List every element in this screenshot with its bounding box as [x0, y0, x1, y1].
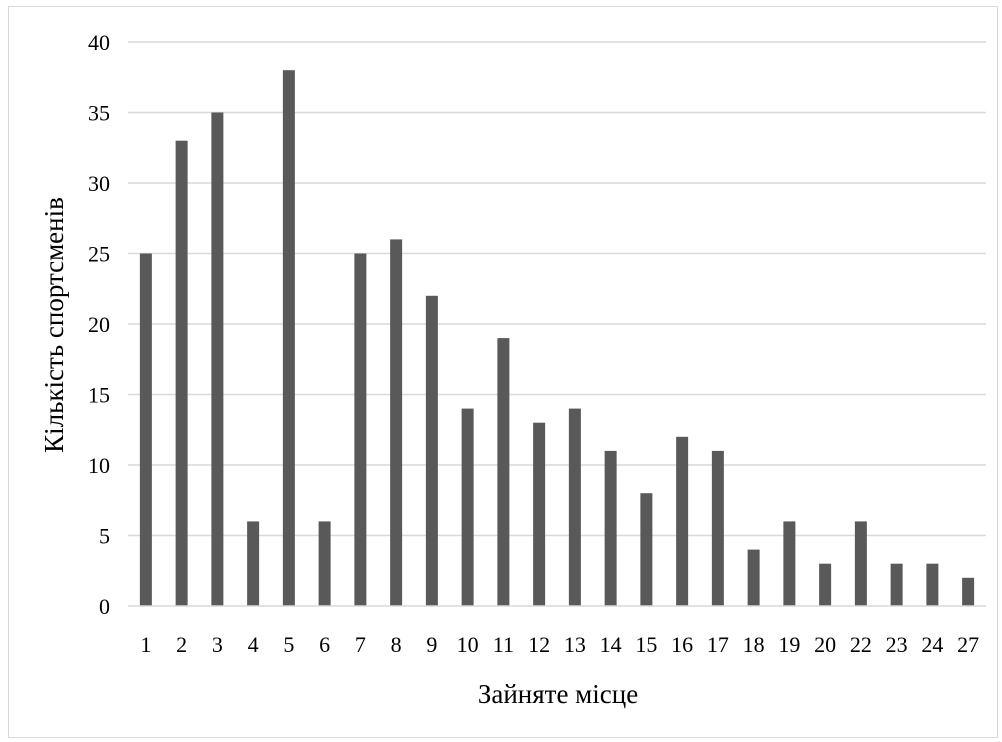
x-tick-label: 17	[707, 632, 729, 657]
x-tick-label: 6	[319, 632, 330, 657]
bar	[568, 408, 581, 606]
x-tick-label: 13	[564, 632, 586, 657]
y-tick-label: 20	[88, 312, 110, 337]
x-tick-label: 16	[671, 632, 693, 657]
x-tick-label: 18	[743, 632, 765, 657]
bar	[676, 436, 689, 606]
x-tick-label: 8	[391, 632, 402, 657]
bar	[747, 549, 760, 606]
bar	[425, 295, 438, 606]
bar	[890, 563, 903, 606]
bar	[461, 408, 474, 606]
bar	[354, 253, 367, 606]
x-tick-label: 15	[635, 632, 657, 657]
x-tick-label: 1	[140, 632, 151, 657]
bar	[139, 253, 152, 606]
x-axis-title: Зайняте місце	[478, 679, 638, 709]
x-tick-label: 14	[600, 632, 622, 657]
x-tick-label: 3	[212, 632, 223, 657]
gridlines	[128, 41, 986, 537]
y-tick-label: 10	[88, 453, 110, 478]
bar	[497, 338, 510, 606]
x-tick-label: 19	[778, 632, 800, 657]
x-tick-label: 24	[921, 632, 943, 657]
x-tick-labels: 1 2 3 4 5 6 7 8 9 10 11 12 13 14 15 16 17 18 19 20 22 23 24 27	[140, 632, 979, 657]
bar	[962, 577, 975, 606]
x-tick-label: 22	[850, 632, 872, 657]
x-tick-label: 27	[957, 632, 979, 657]
y-tick-label: 5	[99, 524, 110, 549]
bar	[854, 521, 867, 606]
bar	[640, 493, 653, 606]
x-tick-label: 4	[248, 632, 259, 657]
y-tick-label: 15	[88, 383, 110, 408]
x-tick-label: 7	[355, 632, 366, 657]
x-tick-label: 11	[493, 632, 514, 657]
y-axis-title: Кількість спортсменів	[39, 197, 69, 453]
bar	[783, 521, 796, 606]
bar	[711, 450, 724, 606]
bar	[247, 521, 260, 606]
bar	[390, 239, 403, 606]
bar	[175, 140, 188, 606]
y-tick-label: 35	[88, 101, 110, 126]
bar	[211, 112, 224, 606]
x-tick-label: 23	[886, 632, 908, 657]
y-tick-label: 0	[99, 594, 110, 619]
bar	[604, 450, 617, 606]
y-tick-label: 25	[88, 242, 110, 267]
y-tick-label: 40	[88, 30, 110, 55]
bar	[819, 563, 832, 606]
x-tick-label: 20	[814, 632, 836, 657]
bar	[926, 563, 939, 606]
x-tick-label: 2	[176, 632, 187, 657]
y-tick-label: 30	[88, 171, 110, 196]
x-tick-label: 10	[457, 632, 479, 657]
x-tick-label: 9	[426, 632, 437, 657]
bar	[282, 70, 295, 606]
bars	[139, 70, 975, 606]
x-tick-label: 12	[528, 632, 550, 657]
bar	[533, 422, 546, 606]
bar	[318, 521, 331, 606]
y-tick-labels: 0 5 10 15 20 25 30 35 40	[88, 30, 110, 619]
x-tick-label: 5	[283, 632, 294, 657]
